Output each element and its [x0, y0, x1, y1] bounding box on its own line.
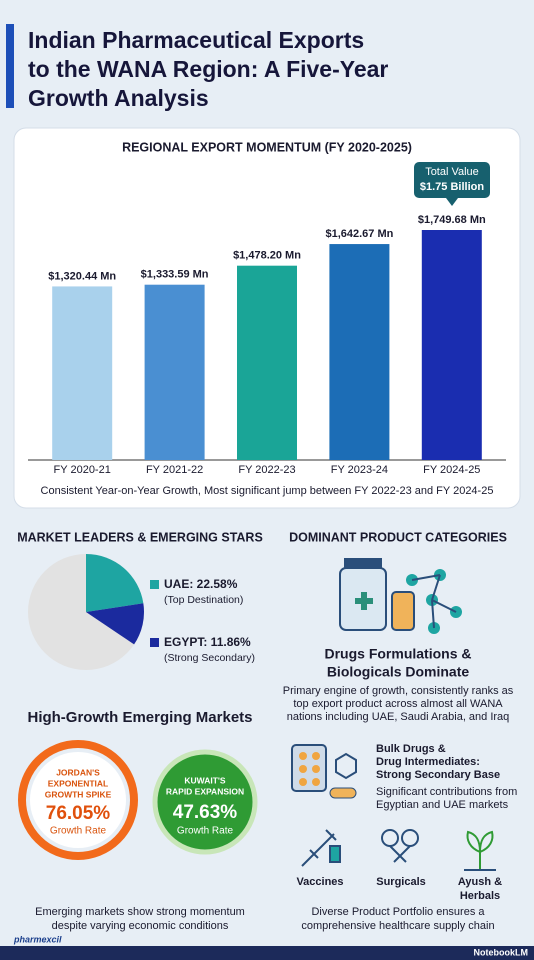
product-title: Biologicals Dominate: [327, 664, 470, 680]
market-rate: 47.63%: [173, 802, 238, 823]
caption: Diverse Product Portfolio ensures a: [311, 906, 485, 918]
product-label: Surgicals: [376, 876, 426, 888]
annotation-pointer: [446, 198, 458, 206]
bulk-icon: [291, 744, 357, 799]
bar: [329, 244, 390, 460]
section-title: MARKET LEADERS & EMERGING STARS: [17, 530, 263, 544]
caption: despite varying economic conditions: [52, 920, 229, 932]
product-label: Herbals: [460, 890, 500, 902]
pie-label: UAE: 22.58%: [164, 577, 238, 591]
title-line: Growth Analysis: [28, 85, 209, 111]
value-label: $1,749.68 Mn: [418, 214, 486, 226]
product-title: Drug Intermediates:: [376, 756, 480, 768]
pie-note: (Strong Secondary): [164, 652, 255, 664]
title-line: Indian Pharmaceutical Exports: [28, 27, 364, 53]
product-desc: Egyptian and UAE markets: [376, 799, 509, 811]
product-title: Bulk Drugs &: [376, 743, 446, 755]
product-desc: top export product across almost all WAN…: [293, 698, 503, 710]
chart-title: REGIONAL EXPORT MOMENTUM (FY 2020-2025): [122, 140, 412, 154]
pie-slice: [86, 554, 144, 612]
bar: [144, 284, 205, 460]
market-rate: 76.05%: [46, 803, 111, 824]
caption: comprehensive healthcare supply chain: [301, 920, 494, 932]
kuwait-circle: [152, 749, 258, 855]
title-accent: [6, 24, 14, 108]
chart-caption: Consistent Year-on-Year Growth, Most sig…: [41, 485, 494, 497]
value-label: $1,333.59 Mn: [141, 269, 209, 281]
pie-slice: [86, 603, 145, 645]
market-rate-label: Growth Rate: [177, 826, 234, 837]
x-tick-label: FY 2024-25: [423, 464, 480, 476]
market-label: KUWAIT'S: [184, 775, 226, 785]
market-label: GROWTH SPIKE: [45, 789, 112, 799]
x-tick-label: FY 2020-21: [54, 464, 111, 476]
market-label: RAPID EXPANSION: [166, 786, 244, 796]
legend-swatch: [150, 580, 159, 589]
formulation-icon: [339, 558, 462, 634]
product-desc: Primary engine of growth, consistently r…: [283, 685, 514, 697]
product-title: Strong Secondary Base: [376, 769, 500, 781]
jordan-circle: [30, 752, 126, 848]
x-tick-label: FY 2022-23: [238, 464, 295, 476]
bar: [237, 265, 297, 460]
pie-label: EGYPT: 11.86%: [164, 635, 251, 649]
product-label: Ayush &: [458, 876, 502, 888]
product-desc: Significant contributions from: [376, 786, 517, 798]
annotation-box: [414, 162, 490, 198]
bar: [421, 230, 482, 460]
title-line: to the WANA Region: A Five-Year: [28, 56, 388, 82]
annotation: Total Value: [425, 166, 479, 178]
footer-bar: [0, 946, 534, 960]
footer-brand: NotebookLM: [474, 947, 529, 957]
annotation: $1.75 Billion: [420, 181, 484, 193]
market-rate-label: Growth Rate: [50, 826, 107, 837]
product-desc: nations including UAE, Saudi Arabia, and…: [287, 711, 510, 723]
x-tick-label: FY 2021-22: [146, 464, 203, 476]
section-title: DOMINANT PRODUCT CATEGORIES: [289, 530, 507, 544]
value-label: $1,642.67 Mn: [325, 228, 393, 240]
jordan-ring: [18, 740, 138, 860]
market-label: EXPONENTIAL: [48, 778, 108, 788]
x-tick-label: FY 2023-24: [331, 464, 388, 476]
value-label: $1,320.44 Mn: [48, 270, 116, 282]
footer-logo: pharmexcil: [13, 934, 62, 944]
section-title: High-Growth Emerging Markets: [27, 709, 252, 726]
product-label: Vaccines: [296, 876, 343, 888]
value-label: $1,478.20 Mn: [233, 250, 301, 262]
caption: Emerging markets show strong momentum: [35, 906, 245, 918]
legend-swatch: [150, 638, 159, 647]
pie-note: (Top Destination): [164, 594, 243, 606]
bar: [52, 286, 113, 460]
product-title: Drugs Formulations &: [324, 646, 471, 662]
market-label: JORDAN'S: [56, 767, 100, 777]
small-icons: [301, 829, 496, 871]
